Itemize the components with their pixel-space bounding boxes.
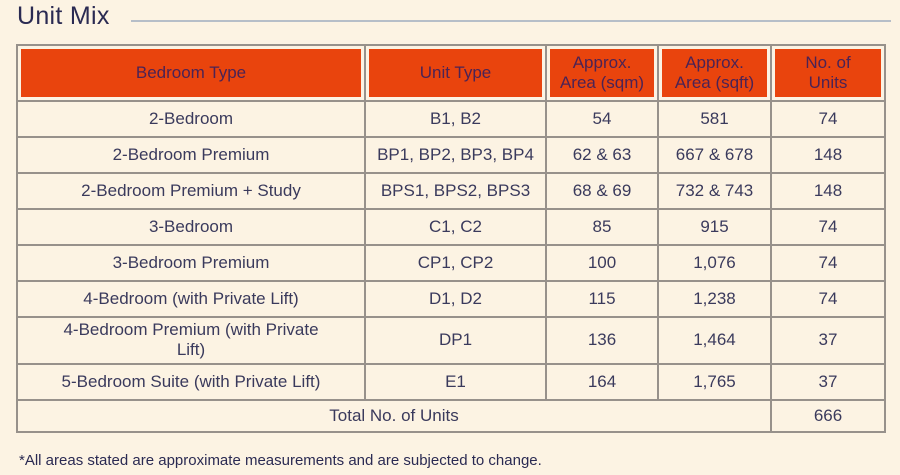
bedroom-type-cell: 3-Bedroom — [16, 208, 366, 246]
column-header-label: Approx. Area (sqft) — [674, 52, 755, 92]
area-sqm-cell: 164 — [545, 362, 659, 401]
area-sqft-cell: 732 & 743 — [657, 172, 772, 210]
units-cell: 74 — [770, 100, 886, 138]
area-sqm-cell: 85 — [545, 208, 659, 246]
title-divider-line — [131, 20, 891, 22]
area-sqm-cell: 68 & 69 — [545, 172, 659, 210]
total-units-cell: 666 — [770, 398, 886, 433]
column-header-label: Approx. Area (sqm) — [559, 52, 645, 92]
unit-type-cell: DP1 — [364, 316, 547, 365]
units-cell: 74 — [770, 208, 886, 246]
area-sqft-cell: 915 — [657, 208, 772, 246]
table-row: 2-Bedroom B1, B2 54 581 74 — [16, 100, 886, 138]
units-cell: 37 — [770, 316, 886, 365]
table-row: 2-Bedroom Premium BP1, BP2, BP3, BP4 62 … — [16, 136, 886, 174]
column-header-unit-type: Unit Type — [364, 44, 547, 102]
area-sqft-cell: 581 — [657, 100, 772, 138]
area-sqft-cell: 1,464 — [657, 316, 772, 365]
unit-type-cell: BPS1, BPS2, BPS3 — [364, 172, 547, 210]
column-header-cell: Approx. Area (sqft) — [662, 49, 767, 97]
table-row: 5-Bedroom Suite (with Private Lift) E1 1… — [16, 362, 886, 401]
bedroom-type-cell: 2-Bedroom — [16, 100, 366, 138]
unit-type-cell: B1, B2 — [364, 100, 547, 138]
bedroom-type-cell: 4-Bedroom Premium (with Private Lift) — [16, 316, 366, 365]
unit-type-cell: D1, D2 — [364, 280, 547, 318]
column-header-label: No. of Units — [805, 52, 851, 92]
table-row: 4-Bedroom Premium (with Private Lift) DP… — [16, 316, 886, 365]
page-title: Unit Mix — [17, 2, 110, 30]
table-row: 3-Bedroom Premium CP1, CP2 100 1,076 74 — [16, 244, 886, 282]
table-row: 2-Bedroom Premium + Study BPS1, BPS2, BP… — [16, 172, 886, 210]
bedroom-type-cell: 2-Bedroom Premium + Study — [16, 172, 366, 210]
column-header-no-of-units: No. of Units — [770, 44, 886, 102]
unit-mix-table: Bedroom Type Unit Type Approx. Area (sqm… — [16, 44, 886, 433]
units-cell: 148 — [770, 172, 886, 210]
column-header-cell: No. of Units — [775, 49, 881, 97]
unit-type-cell: E1 — [364, 362, 547, 401]
header-row: Bedroom Type Unit Type Approx. Area (sqm… — [16, 44, 886, 102]
units-cell: 74 — [770, 280, 886, 318]
unit-type-cell: CP1, CP2 — [364, 244, 547, 282]
area-sqm-cell: 100 — [545, 244, 659, 282]
column-header-cell: Approx. Area (sqm) — [550, 49, 654, 97]
area-sqm-cell: 115 — [545, 280, 659, 318]
footnote: *All areas stated are approximate measur… — [19, 452, 542, 469]
bedroom-type-cell: 2-Bedroom Premium — [16, 136, 366, 174]
column-header-area-sqft: Approx. Area (sqft) — [657, 44, 772, 102]
units-cell: 74 — [770, 244, 886, 282]
bedroom-type-cell: 5-Bedroom Suite (with Private Lift) — [16, 362, 366, 401]
column-header-area-sqm: Approx. Area (sqm) — [545, 44, 659, 102]
units-cell: 37 — [770, 362, 886, 401]
area-sqft-cell: 1,765 — [657, 362, 772, 401]
total-row: Total No. of Units 666 — [16, 398, 886, 433]
area-sqft-cell: 667 & 678 — [657, 136, 772, 174]
column-header-cell: Unit Type — [369, 49, 542, 97]
column-header-label: Bedroom Type — [135, 62, 247, 82]
unit-type-cell: C1, C2 — [364, 208, 547, 246]
unit-type-cell: BP1, BP2, BP3, BP4 — [364, 136, 547, 174]
column-header-label: Unit Type — [419, 62, 492, 82]
bedroom-type-cell: 4-Bedroom (with Private Lift) — [16, 280, 366, 318]
area-sqm-cell: 62 & 63 — [545, 136, 659, 174]
area-sqft-cell: 1,076 — [657, 244, 772, 282]
bedroom-type-cell: 3-Bedroom Premium — [16, 244, 366, 282]
area-sqm-cell: 54 — [545, 100, 659, 138]
total-label-cell: Total No. of Units — [16, 398, 772, 433]
area-sqm-cell: 136 — [545, 316, 659, 365]
column-header-bedroom-type: Bedroom Type — [16, 44, 366, 102]
table-row: 4-Bedroom (with Private Lift) D1, D2 115… — [16, 280, 886, 318]
column-header-cell: Bedroom Type — [21, 49, 361, 97]
units-cell: 148 — [770, 136, 886, 174]
table-row: 3-Bedroom C1, C2 85 915 74 — [16, 208, 886, 246]
area-sqft-cell: 1,238 — [657, 280, 772, 318]
